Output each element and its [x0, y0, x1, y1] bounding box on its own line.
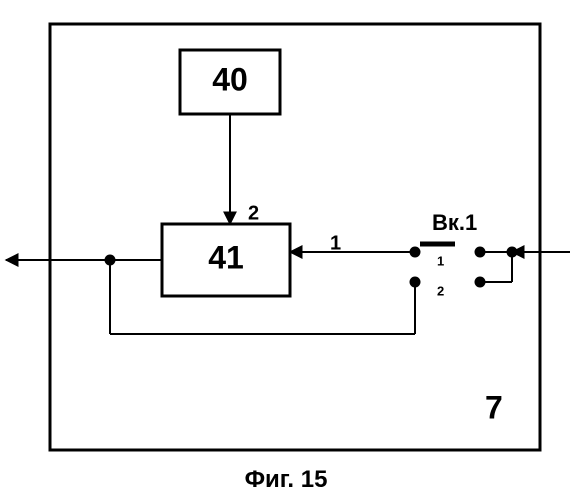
- port-1-label: 1: [330, 232, 341, 254]
- outer-frame-label: 7: [485, 389, 503, 425]
- block-40-label: 40: [212, 61, 248, 97]
- switch-label: Вк.1: [432, 210, 477, 235]
- outer-frame: [50, 24, 540, 450]
- switch-pos2-label: 2: [437, 283, 444, 298]
- diagram-svg: 740412Вк.1121: [0, 0, 572, 500]
- block-41-label: 41: [208, 239, 244, 275]
- port-2-label: 2: [248, 202, 259, 224]
- figure-caption: Фиг. 15: [0, 466, 572, 494]
- switch-pos1-label: 1: [437, 253, 444, 268]
